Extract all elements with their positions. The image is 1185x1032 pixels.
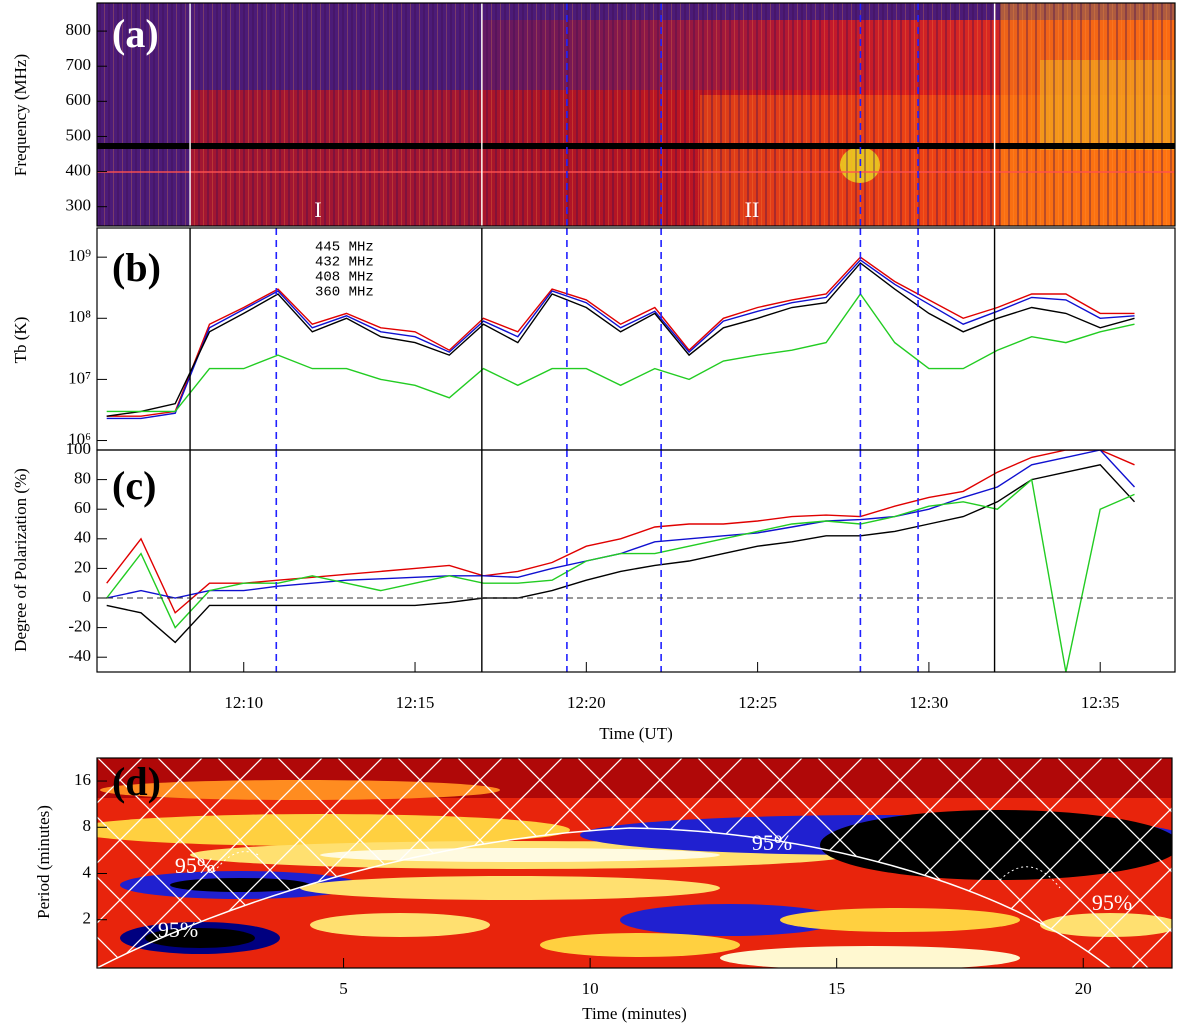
panel: 2 4 8 16 5 10 15 20 (d) Period (minutes) Time (min…: [34, 757, 1173, 1023]
x-axis-label: Time (minutes): [582, 1004, 687, 1023]
y-tick-label: 8: [83, 816, 92, 835]
y-tick-label: 80: [74, 469, 91, 488]
y-tick-label: 700: [66, 55, 92, 74]
y-axis-label: Period (minutes): [34, 805, 53, 919]
x-tick-label: 12:35: [1081, 693, 1120, 712]
y-tick-label: 600: [66, 90, 92, 109]
wavelet-spectrum: [97, 758, 1172, 968]
y-tick-label: 10⁹: [68, 246, 91, 265]
plot-frame: [96, 227, 1176, 451]
x-tick-label: 15: [828, 979, 845, 998]
annotation: 95%: [752, 830, 792, 855]
plot-frame: [96, 757, 1173, 969]
y-tick-label: 2: [83, 909, 92, 928]
y-tick-label: 0: [83, 587, 92, 606]
y-tick-label: 800: [66, 20, 92, 39]
y-tick-label: 60: [74, 498, 91, 517]
series-line: [106, 256, 1135, 417]
y-tick-label: 4: [83, 862, 92, 881]
y-tick-label: 100: [66, 439, 92, 458]
panel-label: (b): [112, 245, 161, 290]
annotation: 95%: [175, 853, 215, 878]
y-tick-label: 10⁸: [68, 307, 91, 326]
annotation: 95%: [158, 917, 198, 942]
panel: -40 -20 0 20 40 60 80 100 12:10 12:15 12:20 12:25 12…: [11, 439, 1176, 743]
x-tick-label: 12:25: [738, 693, 777, 712]
legend-entry: 360 MHz: [315, 285, 374, 301]
panel-label: (a): [112, 11, 159, 56]
x-tick-label: 12:30: [910, 693, 949, 712]
series-line: [106, 478, 1135, 672]
panel-label: (c): [112, 463, 156, 508]
x-tick-label: 12:20: [567, 693, 606, 712]
series-line: [106, 262, 1135, 417]
y-tick-label: 40: [74, 528, 91, 547]
y-tick-label: 16: [74, 770, 91, 789]
annotation: I: [314, 197, 321, 222]
y-axis-label: Frequency (MHz): [11, 54, 30, 176]
plot-frame: [96, 2, 1176, 227]
series-line: [106, 450, 1136, 599]
panel-label: (d): [112, 759, 161, 804]
x-tick-label: 12:10: [224, 693, 263, 712]
series-line: [106, 450, 1135, 614]
spectrogram: [97, 3, 1175, 226]
x-tick-label: 12:15: [396, 693, 435, 712]
y-tick-label: 10⁷: [68, 368, 91, 387]
x-tick-label: 20: [1075, 979, 1092, 998]
y-tick-label: 300: [66, 196, 92, 215]
annotation: 95%: [1092, 890, 1132, 915]
series-line: [106, 464, 1136, 644]
x-tick-label: 10: [582, 979, 599, 998]
series-line: [106, 292, 1135, 413]
legend-entry: 408 MHz: [315, 270, 374, 286]
significance-contour: [213, 851, 261, 873]
plot-frame: [96, 449, 1176, 673]
y-tick-label: 400: [66, 160, 92, 179]
annotation: II: [745, 197, 760, 222]
y-tick-label: 10⁶: [68, 429, 91, 448]
y-tick-label: -20: [68, 617, 91, 636]
y-tick-label: -40: [68, 646, 91, 665]
legend-entry: 432 MHz: [315, 255, 374, 271]
series-line: [106, 259, 1135, 420]
y-tick-label: 500: [66, 125, 92, 144]
x-tick-label: 5: [339, 979, 348, 998]
y-tick-label: 20: [74, 557, 91, 576]
y-axis-label: Degree of Polarization (%): [11, 468, 30, 652]
x-axis-label: Time (UT): [599, 724, 673, 743]
legend-entry: 445 MHz: [315, 240, 374, 256]
y-axis-label: Tb (K): [11, 317, 30, 364]
